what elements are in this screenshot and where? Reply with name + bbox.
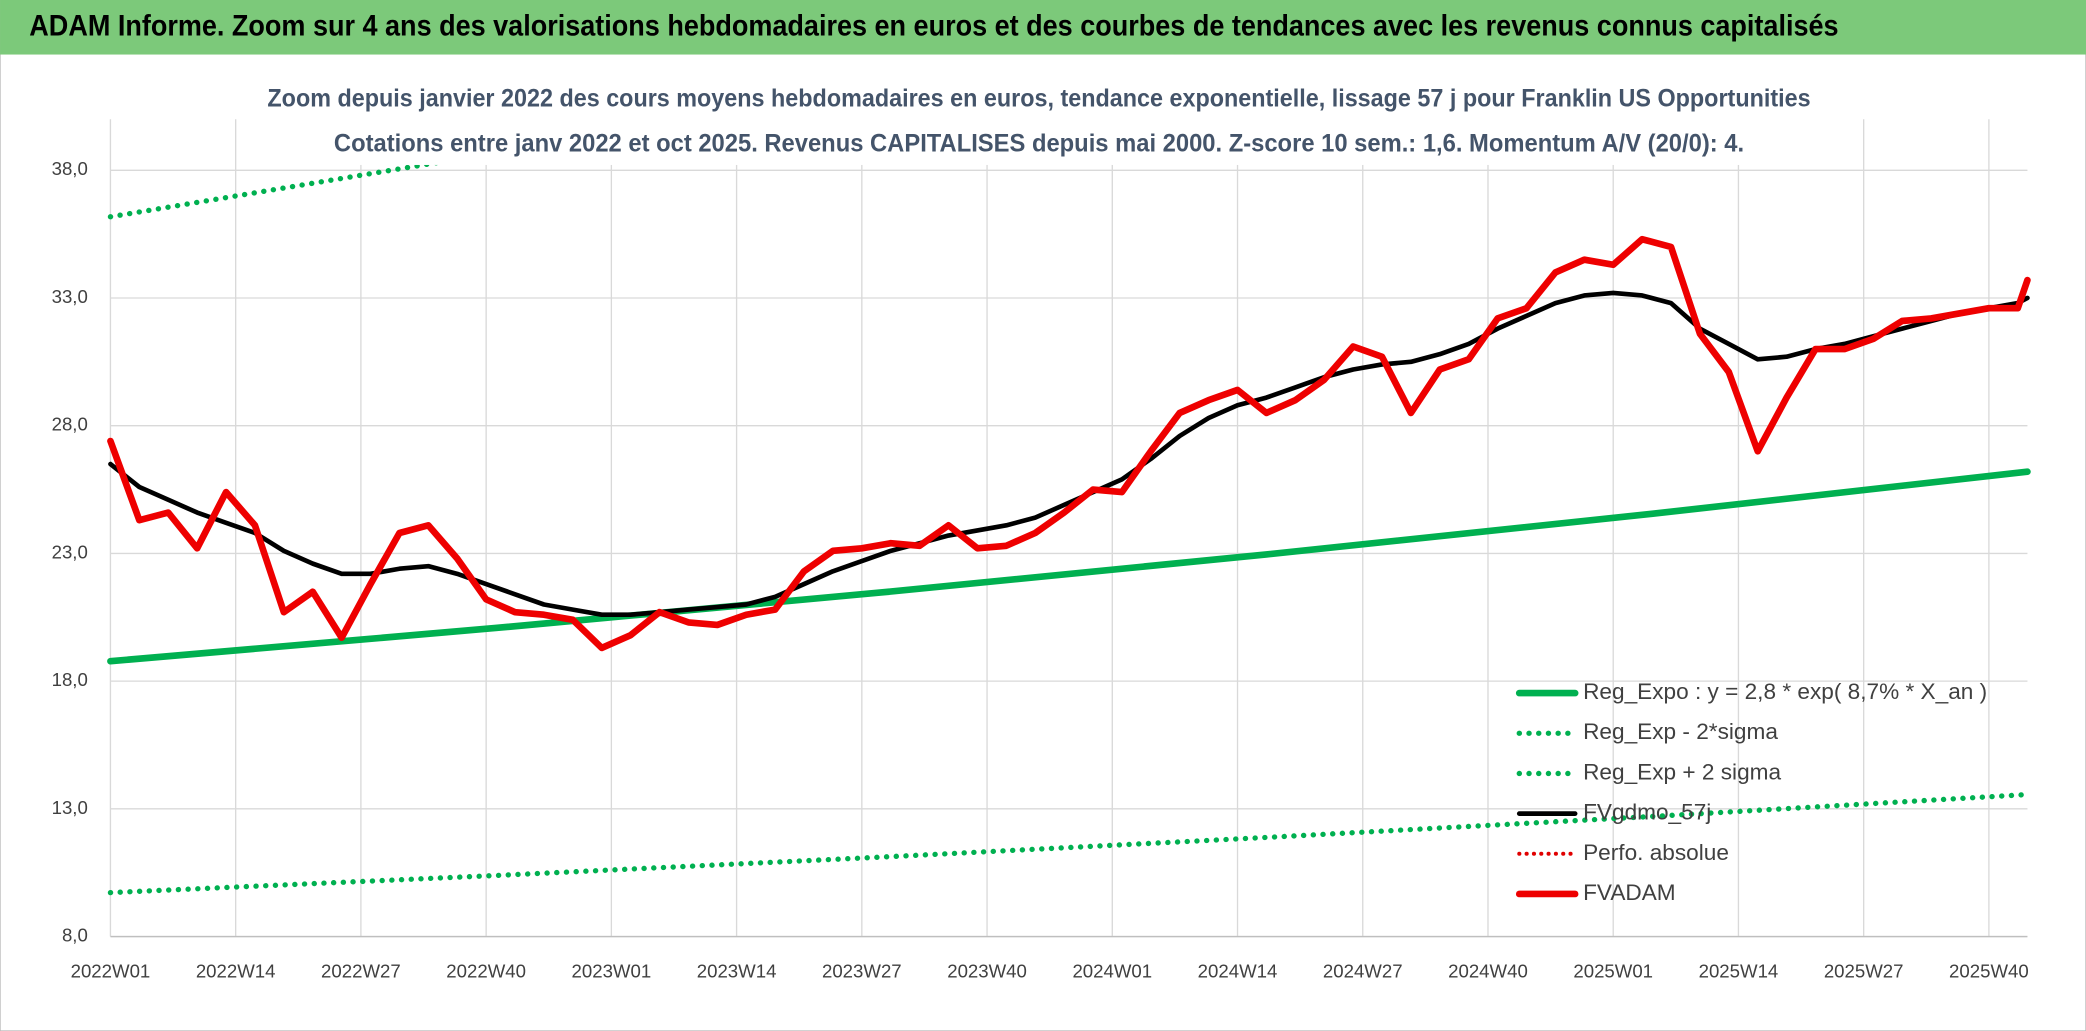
x-tick-label: 2022W14 <box>196 960 276 981</box>
legend-label: FVgdmo_57j <box>1583 800 1711 825</box>
chart-title: Zoom depuis janvier 2022 des cours moyen… <box>267 84 1810 112</box>
x-tick-label: 2023W27 <box>822 960 902 981</box>
y-tick-label: 8,0 <box>62 924 88 945</box>
x-tick-label: 2023W01 <box>572 960 652 981</box>
legend-label: Reg_Exp + 2 sigma <box>1583 759 1781 784</box>
x-tick-label: 2024W01 <box>1072 960 1152 981</box>
legend-label: Perfo. absolue <box>1583 840 1729 865</box>
header-title: ADAM Informe. Zoom sur 4 ans des valoris… <box>29 11 1838 43</box>
plot-area: 8,0 13,0 18,0 23,0 28,0 33,0 38,0 2022W01 2022W1… <box>52 119 2031 981</box>
y-tick-label: 33,0 <box>52 286 88 307</box>
chart-subtitle: Cotations entre janv 2022 et oct 2025. R… <box>334 130 1744 158</box>
x-tick-label: 2024W40 <box>1448 960 1528 981</box>
y-tick-label: 28,0 <box>52 414 88 435</box>
x-tick-label: 2023W14 <box>697 960 777 981</box>
series-line <box>107 235 2031 652</box>
x-tick-label: 2025W01 <box>1573 960 1653 981</box>
legend-label: Reg_Exp - 2*sigma <box>1583 719 1778 744</box>
x-tick-label: 2025W14 <box>1699 960 1779 981</box>
y-tick-label: 13,0 <box>52 797 88 818</box>
x-tick-label: 2025W40 <box>1949 960 2029 981</box>
x-tick-label: 2024W27 <box>1323 960 1403 981</box>
series-line <box>107 468 2031 665</box>
x-tick-label: 2024W14 <box>1198 960 1278 981</box>
x-tick-label: 2022W27 <box>321 960 401 981</box>
x-tick-label: 2025W27 <box>1824 960 1904 981</box>
y-tick-label: 38,0 <box>52 158 88 179</box>
y-tick-label: 23,0 <box>52 541 88 562</box>
legend-label: Reg_Expo : y = 2,8 * exp( 8,7% * X_an ) <box>1583 679 1987 704</box>
x-tick-label: 2022W40 <box>446 960 526 981</box>
x-tick-label: 2022W01 <box>71 960 151 981</box>
y-tick-label: 18,0 <box>52 669 88 690</box>
x-tick-label: 2023W40 <box>947 960 1027 981</box>
legend-label: FVADAM <box>1583 880 1676 905</box>
title-box <box>252 77 1823 165</box>
series-line <box>107 791 2031 896</box>
legend: Reg_Expo : y = 2,8 * exp( 8,7% * X_an ) R… <box>1515 679 1987 905</box>
header-bar <box>0 0 2086 55</box>
